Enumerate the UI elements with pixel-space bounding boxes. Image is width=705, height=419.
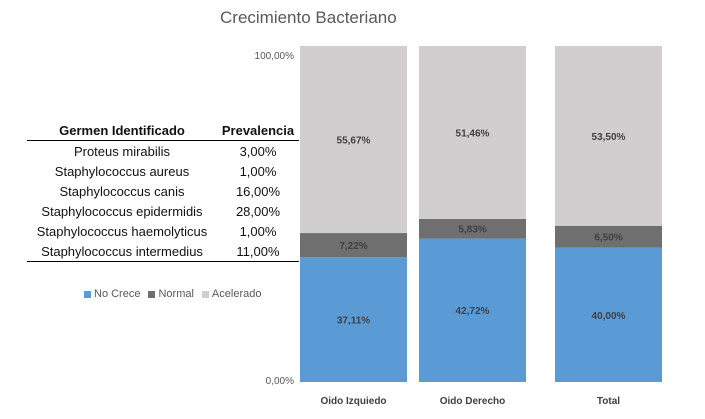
data-label: 40,00% bbox=[592, 311, 626, 322]
germ-name: Staphylococcus epidermidis bbox=[41, 203, 203, 219]
legend-item-no-crece: No Crece bbox=[84, 288, 140, 300]
germ-name: Proteus mirabilis bbox=[73, 143, 171, 159]
germ-name: Staphylococcus haemolyticus bbox=[36, 223, 208, 239]
germ-name: Staphylococcus aureus bbox=[54, 163, 190, 179]
bar-segment-acelerado bbox=[419, 45, 526, 219]
x-tick-label: Total bbox=[597, 396, 620, 407]
germ-name: Staphylococcus intermedius bbox=[27, 241, 217, 262]
germ-prevalence: 11,00% bbox=[217, 241, 299, 262]
table-header-prevalence: Prevalencia bbox=[217, 122, 299, 141]
germ-prevalence: 1,00% bbox=[239, 163, 277, 179]
germ-prevalence: 1,00% bbox=[239, 223, 277, 239]
germ-name: Staphylococcus canis bbox=[59, 183, 185, 199]
legend-item-acelerado: Acelerado bbox=[201, 288, 262, 300]
data-label: 51,46% bbox=[456, 128, 490, 139]
data-label: 37,11% bbox=[337, 316, 370, 327]
table-row: Staphylococcus epidermidis 28,00% bbox=[27, 201, 299, 221]
germ-table: Germen Identificado Prevalencia Proteus … bbox=[27, 122, 299, 262]
data-label: 6,50% bbox=[594, 233, 622, 244]
bar-segment-no-crece bbox=[419, 238, 526, 382]
germ-prevalence: 3,00% bbox=[239, 143, 277, 159]
table-row: Staphylococcus haemolyticus 1,00% bbox=[27, 221, 299, 241]
data-label: 7,22% bbox=[339, 241, 367, 252]
bar-segment-acelerado bbox=[555, 46, 662, 226]
legend-swatch bbox=[148, 290, 156, 298]
bar-segment-no-crece bbox=[300, 257, 407, 382]
data-label: 55,67% bbox=[337, 136, 371, 147]
bar-segment-acelerado bbox=[300, 46, 407, 234]
data-label: 5,83% bbox=[458, 225, 486, 236]
table-header-row: Germen Identificado Prevalencia bbox=[27, 122, 299, 141]
data-label: 42,72% bbox=[456, 306, 490, 317]
bar-segment-normal bbox=[300, 233, 407, 258]
bar-segment-normal bbox=[555, 225, 662, 248]
legend-swatch bbox=[201, 290, 209, 298]
table-header-germ: Germen Identificado bbox=[27, 122, 217, 141]
chart-title: Crecimiento Bacteriano bbox=[220, 8, 397, 27]
y-tick-label: 100,00% bbox=[255, 51, 295, 62]
bar-segment-no-crece bbox=[555, 247, 662, 382]
x-tick-label: Oido Izquiedo bbox=[320, 396, 386, 407]
data-label: 53,50% bbox=[592, 132, 626, 143]
bar-segment-normal bbox=[419, 218, 526, 239]
table-row: Staphylococcus intermedius 11,00% bbox=[27, 241, 299, 262]
table-row: Staphylococcus aureus 1,00% bbox=[27, 161, 299, 181]
chart-legend: No Crece Normal Acelerado bbox=[84, 288, 261, 300]
legend-label: Normal bbox=[158, 288, 194, 300]
legend-swatch bbox=[84, 290, 91, 298]
x-tick-label: Oido Derecho bbox=[440, 396, 506, 407]
germ-prevalence: 16,00% bbox=[235, 183, 281, 199]
legend-item-normal: Normal bbox=[148, 288, 194, 300]
table-row: Proteus mirabilis 3,00% bbox=[27, 141, 299, 162]
y-tick-label: 0,00% bbox=[266, 376, 294, 387]
legend-label: Acelerado bbox=[211, 288, 262, 300]
germ-prevalence: 28,00% bbox=[235, 203, 281, 219]
legend-label: No Crece bbox=[94, 288, 141, 300]
table-row: Staphylococcus canis 16,00% bbox=[27, 181, 299, 201]
